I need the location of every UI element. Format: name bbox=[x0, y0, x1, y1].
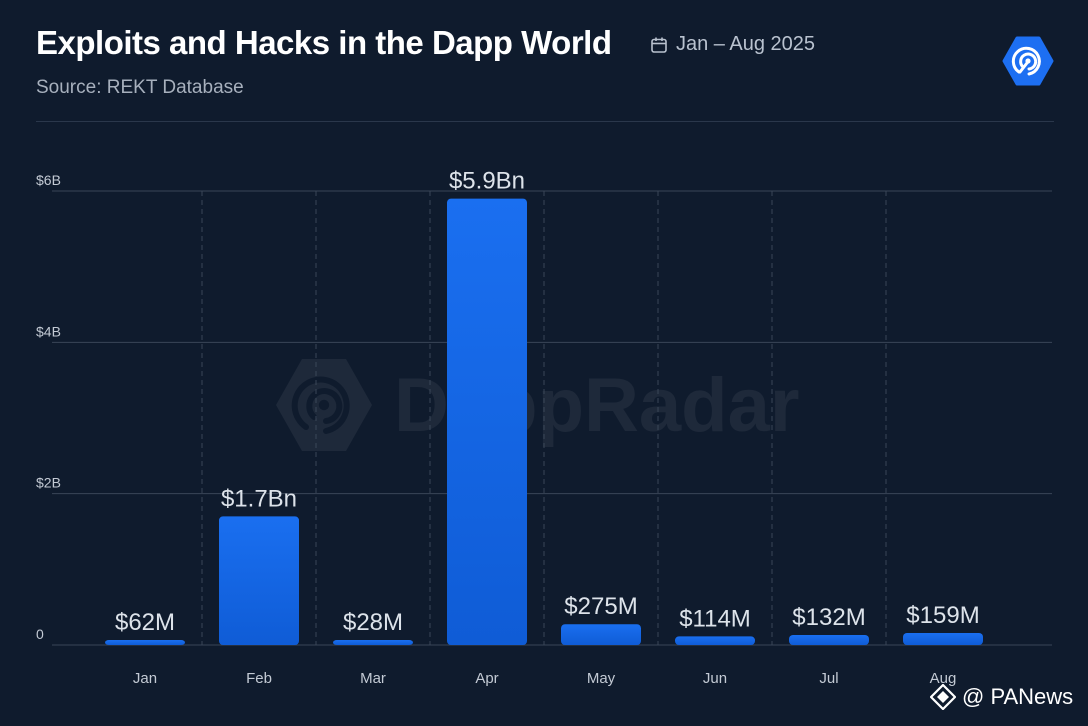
chart-title: Exploits and Hacks in the Dapp World bbox=[36, 24, 612, 61]
x-tick-label-jan: Jan bbox=[133, 670, 157, 687]
x-tick-label-apr: Apr bbox=[475, 670, 498, 687]
data-label-apr: $5.9Bn bbox=[449, 168, 525, 195]
source-note: Source: REKT Database bbox=[36, 77, 244, 98]
data-label-aug: $159M bbox=[906, 602, 979, 629]
panews-logo-icon bbox=[930, 684, 956, 710]
x-tick-label-may: May bbox=[587, 670, 616, 687]
data-label-jul: $132M bbox=[792, 604, 865, 631]
footer-credit: @ PANews bbox=[930, 684, 1073, 710]
y-tick-label: $4B bbox=[36, 323, 61, 339]
bar-apr bbox=[447, 198, 527, 646]
x-tick-label-aug: Aug bbox=[930, 670, 957, 687]
bar-jan bbox=[105, 640, 185, 645]
bar-aug bbox=[903, 632, 983, 645]
date-range-text: Jan – Aug 2025 bbox=[676, 33, 816, 55]
y-tick-label: 0 bbox=[36, 626, 44, 642]
bar-mar bbox=[333, 640, 413, 645]
footer-credit-text: @ PANews bbox=[962, 684, 1074, 709]
x-tick-label-feb: Feb bbox=[246, 670, 272, 687]
x-tick-label-jun: Jun bbox=[703, 670, 727, 687]
bar-jun bbox=[675, 636, 755, 645]
calendar-icon bbox=[651, 37, 667, 53]
bar-feb bbox=[219, 516, 299, 645]
dappradar-logo-icon bbox=[1002, 36, 1054, 91]
y-tick-label: $2B bbox=[36, 475, 61, 491]
data-label-jan: $62M bbox=[115, 609, 175, 636]
data-label-jun: $114M bbox=[679, 605, 751, 632]
header-divider bbox=[36, 121, 1054, 122]
data-label-mar: $28M bbox=[343, 609, 403, 636]
watermark-logo-icon bbox=[276, 359, 372, 451]
data-label-may: $275M bbox=[564, 593, 637, 620]
x-tick-label-mar: Mar bbox=[360, 670, 386, 687]
x-tick-label-jul: Jul bbox=[819, 670, 838, 687]
data-label-feb: $1.7Bn bbox=[221, 485, 297, 512]
date-range: Jan – Aug 2025 bbox=[650, 33, 815, 56]
bar-jul bbox=[789, 635, 869, 645]
bar-may bbox=[561, 624, 641, 645]
y-tick-label: $6B bbox=[36, 172, 61, 188]
